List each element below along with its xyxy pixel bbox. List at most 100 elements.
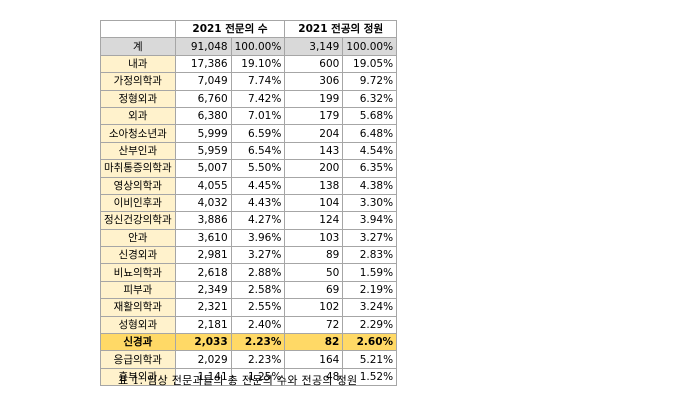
table-row: 정형외과 6,760 7.42% 199 6.32%: [100, 89, 398, 108]
specialist-count: 2,349: [174, 280, 232, 300]
table-row: 내과 17,386 19.10% 600 19.05%: [100, 54, 398, 74]
specialist-pct: 2.23%: [230, 350, 286, 369]
dept-name: 신경외과: [100, 246, 176, 265]
specialist-count: 3,886: [174, 211, 232, 230]
resident-quota: 143: [284, 141, 344, 161]
specialist-pct: 2.58%: [230, 280, 286, 300]
table-row: 산부인과 5,959 6.54% 143 4.54%: [100, 141, 398, 161]
resident-pct: 2.19%: [342, 280, 398, 300]
specialist-pct: 19.10%: [230, 54, 286, 74]
table-caption: 표 1. 임상 전문과들의 총 전문의 수와 전공의 정원: [118, 374, 358, 387]
resident-quota: 600: [284, 54, 344, 74]
resident-quota: 164: [284, 350, 344, 369]
resident-pct: 2.83%: [342, 246, 398, 265]
specialist-pct: 6.59%: [230, 124, 286, 143]
dept-name: 계: [100, 37, 176, 56]
dept-name: 정형외과: [100, 89, 176, 108]
table-row: 정신건강의학과 3,886 4.27% 124 3.94%: [100, 211, 398, 230]
header-specialists: 2021 전문의 수: [174, 19, 286, 39]
resident-pct: 6.32%: [342, 89, 398, 108]
specialist-count: 3,610: [174, 228, 232, 248]
specialist-pct: 100.00%: [230, 37, 286, 56]
specialist-count: 1,141: [174, 367, 232, 387]
resident-pct: 6.48%: [342, 124, 398, 143]
specialist-count: 4,055: [174, 176, 232, 195]
resident-quota: 306: [284, 72, 344, 91]
resident-pct: 100.00%: [342, 37, 398, 56]
dept-name: 가정의학과: [100, 72, 176, 91]
resident-pct: 1.59%: [342, 263, 398, 282]
resident-pct: 3.24%: [342, 298, 398, 317]
resident-pct: 4.54%: [342, 141, 398, 161]
resident-pct: 1.52%: [342, 367, 398, 387]
data-table-container: 2021 전문의 수 2021 전공의 정원 계 91,048 100.00% 3,1…: [100, 19, 398, 387]
resident-quota: 3,149: [284, 37, 344, 56]
header-blank: [100, 19, 176, 39]
resident-quota: 179: [284, 106, 344, 126]
table-row: 가정의학과 7,049 7.74% 306 9.72%: [100, 72, 398, 91]
table-row: 안과 3,610 3.96% 103 3.27%: [100, 228, 398, 248]
table-row: 흉부외과 1,141 1.25% 48 1.52%: [100, 367, 398, 387]
specialist-pct: 7.42%: [230, 89, 286, 108]
resident-quota: 89: [284, 246, 344, 265]
specialist-count: 5,007: [174, 159, 232, 178]
specialist-pct: 2.40%: [230, 315, 286, 335]
specialist-pct: 1.25%: [230, 367, 286, 387]
table-row: 신경외과 2,981 3.27% 89 2.83%: [100, 246, 398, 265]
specialist-count: 5,959: [174, 141, 232, 161]
resident-pct: 2.29%: [342, 315, 398, 335]
specialist-pct: 4.43%: [230, 193, 286, 213]
dept-name: 소아청소년과: [100, 124, 176, 143]
specialist-count: 2,181: [174, 315, 232, 335]
dept-name: 내과: [100, 54, 176, 74]
table-row: 마취통증의학과 5,007 5.50% 200 6.35%: [100, 159, 398, 178]
resident-pct: 4.38%: [342, 176, 398, 195]
resident-quota: 124: [284, 211, 344, 230]
table-row: 피부과 2,349 2.58% 69 2.19%: [100, 280, 398, 300]
dept-name: 비뇨의학과: [100, 263, 176, 282]
specialist-count: 7,049: [174, 72, 232, 91]
resident-quota: 102: [284, 298, 344, 317]
table-row: 비뇨의학과 2,618 2.88% 50 1.59%: [100, 263, 398, 282]
table-row: 영상의학과 4,055 4.45% 138 4.38%: [100, 176, 398, 195]
dept-name: 피부과: [100, 280, 176, 300]
specialist-count: 6,380: [174, 106, 232, 126]
specialist-count: 91,048: [174, 37, 232, 56]
dept-name: 정신건강의학과: [100, 211, 176, 230]
dept-name: 안과: [100, 228, 176, 248]
specialist-pct: 4.27%: [230, 211, 286, 230]
specialist-count: 2,618: [174, 263, 232, 282]
resident-quota: 72: [284, 315, 344, 335]
specialist-pct: 5.50%: [230, 159, 286, 178]
table-row: 응급의학과 2,029 2.23% 164 5.21%: [100, 350, 398, 369]
specialist-table: 2021 전문의 수 2021 전공의 정원 계 91,048 100.00% 3,1…: [100, 19, 398, 387]
specialist-pct: 2.23%: [230, 333, 286, 352]
dept-name: 산부인과: [100, 141, 176, 161]
specialist-count: 2,033: [174, 333, 232, 352]
resident-quota: 50: [284, 263, 344, 282]
resident-quota: 199: [284, 89, 344, 108]
resident-quota: 138: [284, 176, 344, 195]
resident-pct: 6.35%: [342, 159, 398, 178]
specialist-pct: 7.01%: [230, 106, 286, 126]
resident-pct: 3.30%: [342, 193, 398, 213]
specialist-pct: 2.55%: [230, 298, 286, 317]
dept-name: 재활의학과: [100, 298, 176, 317]
specialist-count: 4,032: [174, 193, 232, 213]
table-row: 외과 6,380 7.01% 179 5.68%: [100, 106, 398, 126]
specialist-pct: 3.96%: [230, 228, 286, 248]
resident-quota: 200: [284, 159, 344, 178]
resident-pct: 3.94%: [342, 211, 398, 230]
specialist-pct: 6.54%: [230, 141, 286, 161]
resident-pct: 3.27%: [342, 228, 398, 248]
specialist-count: 17,386: [174, 54, 232, 74]
table-total-row: 계 91,048 100.00% 3,149 100.00%: [100, 37, 398, 56]
specialist-count: 5,999: [174, 124, 232, 143]
resident-pct: 5.68%: [342, 106, 398, 126]
specialist-pct: 7.74%: [230, 72, 286, 91]
resident-quota: 104: [284, 193, 344, 213]
resident-quota: 69: [284, 280, 344, 300]
table-row: 이비인후과 4,032 4.43% 104 3.30%: [100, 193, 398, 213]
dept-name: 응급의학과: [100, 350, 176, 369]
table-header-row: 2021 전문의 수 2021 전공의 정원: [100, 19, 398, 39]
